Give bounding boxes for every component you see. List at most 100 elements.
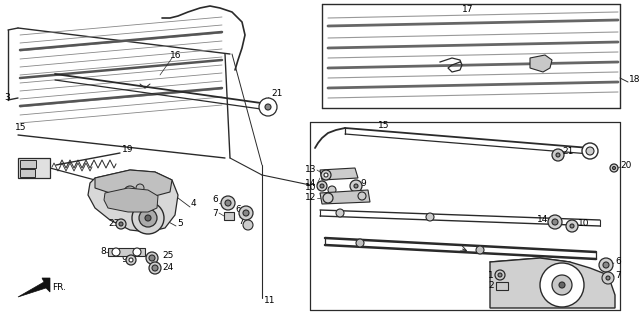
- Text: 7: 7: [615, 271, 621, 279]
- Text: 12: 12: [305, 193, 316, 203]
- Polygon shape: [18, 278, 50, 297]
- Text: 21: 21: [271, 89, 282, 99]
- Polygon shape: [20, 160, 36, 168]
- Circle shape: [354, 184, 358, 188]
- Text: 22: 22: [18, 161, 29, 169]
- Circle shape: [566, 220, 578, 232]
- Text: 9: 9: [121, 255, 127, 265]
- Circle shape: [336, 209, 344, 217]
- Text: 10: 10: [578, 219, 589, 227]
- Circle shape: [358, 192, 366, 200]
- Text: 2: 2: [488, 282, 494, 290]
- Text: 11: 11: [264, 296, 275, 305]
- Circle shape: [136, 184, 144, 192]
- Circle shape: [356, 239, 364, 247]
- Circle shape: [126, 255, 136, 265]
- Polygon shape: [530, 55, 552, 72]
- Text: 10: 10: [305, 184, 316, 192]
- Text: 5: 5: [177, 219, 183, 227]
- Circle shape: [323, 193, 333, 203]
- Circle shape: [559, 282, 565, 288]
- Text: 19: 19: [122, 146, 134, 154]
- Circle shape: [225, 200, 231, 206]
- Polygon shape: [20, 169, 35, 177]
- Text: FR.: FR.: [52, 284, 66, 293]
- Text: 6: 6: [235, 205, 241, 215]
- Circle shape: [606, 276, 610, 280]
- Text: 4: 4: [191, 199, 196, 209]
- Circle shape: [243, 220, 253, 230]
- Text: 15: 15: [15, 123, 26, 133]
- Text: 6: 6: [615, 257, 621, 266]
- Circle shape: [116, 219, 126, 229]
- Circle shape: [259, 98, 277, 116]
- Circle shape: [602, 272, 614, 284]
- Circle shape: [548, 215, 562, 229]
- Polygon shape: [490, 258, 615, 308]
- Circle shape: [243, 210, 249, 216]
- Circle shape: [350, 180, 362, 192]
- Polygon shape: [320, 168, 358, 180]
- Circle shape: [586, 147, 594, 155]
- Text: 20: 20: [620, 162, 632, 170]
- Text: 24: 24: [162, 264, 173, 272]
- Text: 9: 9: [360, 180, 365, 188]
- Circle shape: [265, 104, 271, 110]
- Text: 18: 18: [629, 76, 640, 84]
- Polygon shape: [224, 212, 234, 220]
- Circle shape: [139, 209, 157, 227]
- Text: 6: 6: [212, 196, 218, 204]
- Circle shape: [612, 167, 616, 169]
- Circle shape: [610, 164, 618, 172]
- Circle shape: [321, 170, 331, 180]
- Circle shape: [603, 262, 609, 268]
- Circle shape: [570, 224, 574, 228]
- Polygon shape: [320, 190, 370, 204]
- Text: 25: 25: [162, 250, 173, 260]
- Circle shape: [552, 149, 564, 161]
- Circle shape: [552, 275, 572, 295]
- Text: 13: 13: [305, 165, 316, 175]
- Circle shape: [149, 262, 161, 274]
- Circle shape: [146, 252, 158, 264]
- Circle shape: [317, 181, 327, 191]
- Polygon shape: [104, 188, 158, 212]
- Circle shape: [127, 195, 137, 205]
- Circle shape: [112, 248, 120, 256]
- Text: 23: 23: [108, 220, 120, 228]
- Text: 8: 8: [100, 248, 106, 256]
- Polygon shape: [496, 282, 508, 290]
- Text: 14: 14: [536, 215, 548, 224]
- Polygon shape: [88, 170, 178, 232]
- Text: 17: 17: [462, 5, 474, 14]
- Text: 14: 14: [305, 179, 316, 187]
- Text: 7: 7: [212, 209, 218, 217]
- Circle shape: [556, 153, 560, 157]
- Text: 15: 15: [378, 121, 390, 129]
- Circle shape: [540, 263, 584, 307]
- Circle shape: [122, 190, 142, 210]
- Circle shape: [133, 248, 141, 256]
- Circle shape: [582, 143, 598, 159]
- Circle shape: [263, 102, 273, 112]
- Circle shape: [239, 206, 253, 220]
- Circle shape: [124, 186, 136, 198]
- Text: 16: 16: [170, 50, 182, 60]
- Circle shape: [129, 258, 133, 262]
- Circle shape: [320, 184, 324, 188]
- Circle shape: [324, 173, 328, 177]
- Circle shape: [552, 219, 558, 225]
- Circle shape: [119, 222, 123, 226]
- Circle shape: [221, 196, 235, 210]
- Circle shape: [328, 186, 336, 194]
- Polygon shape: [95, 170, 172, 196]
- Circle shape: [426, 213, 434, 221]
- Circle shape: [476, 246, 484, 254]
- Text: 1: 1: [488, 271, 494, 279]
- Circle shape: [149, 255, 155, 261]
- Text: 21: 21: [562, 147, 573, 157]
- Text: 7: 7: [238, 217, 244, 226]
- Text: 3: 3: [4, 93, 10, 101]
- Circle shape: [132, 202, 164, 234]
- Circle shape: [152, 265, 158, 271]
